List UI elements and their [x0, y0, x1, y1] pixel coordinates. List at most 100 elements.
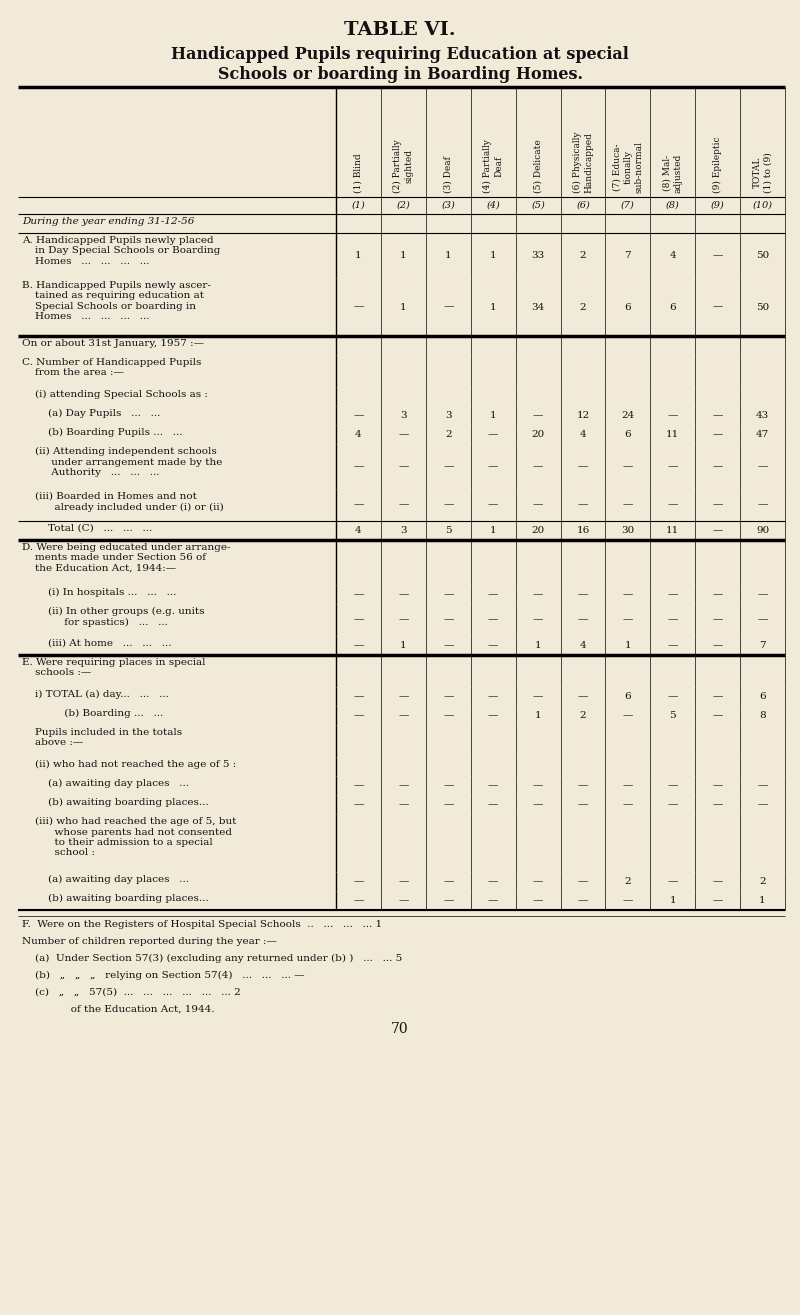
Text: —: — [354, 302, 364, 312]
Text: —: — [488, 711, 498, 721]
Text: —: — [443, 462, 454, 471]
Text: 1: 1 [625, 640, 631, 650]
Text: (5): (5) [531, 201, 545, 210]
Text: 1: 1 [400, 302, 406, 312]
Text: —: — [713, 640, 723, 650]
Text: 6: 6 [625, 302, 631, 312]
Text: 5: 5 [445, 526, 451, 535]
Text: (7) Educa-
tionally
sub-normal: (7) Educa- tionally sub-normal [612, 141, 643, 193]
Text: (9): (9) [710, 201, 725, 210]
Text: —: — [443, 896, 454, 905]
Text: —: — [622, 781, 633, 790]
Text: —: — [578, 877, 588, 886]
Text: —: — [578, 692, 588, 701]
Text: —: — [667, 781, 678, 790]
Text: —: — [443, 590, 454, 600]
Text: —: — [398, 590, 409, 600]
Text: 4: 4 [580, 640, 586, 650]
Text: (6): (6) [576, 201, 590, 210]
Text: 12: 12 [576, 412, 590, 419]
Text: —: — [667, 615, 678, 625]
Text: —: — [488, 590, 498, 600]
Text: i) TOTAL (a) day...   ...   ...: i) TOTAL (a) day... ... ... [22, 690, 169, 700]
Text: —: — [533, 692, 543, 701]
Text: —: — [488, 501, 498, 509]
Text: 8: 8 [759, 711, 766, 721]
Text: 6: 6 [670, 302, 676, 312]
Text: 2: 2 [580, 302, 586, 312]
Text: —: — [443, 711, 454, 721]
Text: —: — [667, 462, 678, 471]
Text: 34: 34 [531, 302, 545, 312]
Text: —: — [443, 692, 454, 701]
Text: —: — [758, 800, 768, 809]
Text: 1: 1 [670, 896, 676, 905]
Text: —: — [713, 692, 723, 701]
Text: —: — [533, 896, 543, 905]
Text: —: — [713, 711, 723, 721]
Text: —: — [354, 462, 364, 471]
Text: (c)   „   „   57(5)  ...   ...   ...   ...   ...   ... 2: (c) „ „ 57(5) ... ... ... ... ... ... 2 [22, 988, 241, 997]
Text: 7: 7 [759, 640, 766, 650]
Text: —: — [758, 615, 768, 625]
Text: 50: 50 [756, 251, 769, 260]
Text: (ii) Attending independent schools
         under arrangement made by the
      : (ii) Attending independent schools under… [22, 447, 222, 477]
Text: —: — [578, 590, 588, 600]
Text: 4: 4 [355, 526, 362, 535]
Text: (10): (10) [753, 201, 773, 210]
Text: E. Were requiring places in special
    schools :—: E. Were requiring places in special scho… [22, 658, 206, 677]
Text: —: — [488, 692, 498, 701]
Text: 3: 3 [400, 526, 406, 535]
Text: 1: 1 [534, 711, 542, 721]
Text: —: — [622, 800, 633, 809]
Text: —: — [622, 501, 633, 509]
Text: —: — [398, 781, 409, 790]
Text: —: — [488, 640, 498, 650]
Text: (1): (1) [351, 201, 366, 210]
Text: 1: 1 [490, 251, 497, 260]
Text: (b)   „   „   „   relying on Section 57(4)   ...   ...   ... —: (b) „ „ „ relying on Section 57(4) ... .… [22, 970, 305, 980]
Text: —: — [398, 615, 409, 625]
Text: —: — [443, 877, 454, 886]
Text: 70: 70 [391, 1022, 409, 1036]
Text: —: — [578, 615, 588, 625]
Text: —: — [533, 462, 543, 471]
Text: —: — [533, 590, 543, 600]
Text: (iii) At home   ...   ...   ...: (iii) At home ... ... ... [22, 639, 171, 648]
Text: —: — [533, 877, 543, 886]
Text: (b) Boarding Pupils ...   ...: (b) Boarding Pupils ... ... [22, 427, 182, 437]
Text: —: — [443, 640, 454, 650]
Text: —: — [713, 462, 723, 471]
Text: Pupils included in the totals
    above :—: Pupils included in the totals above :— [22, 729, 182, 747]
Text: (i) In hospitals ...   ...   ...: (i) In hospitals ... ... ... [22, 588, 176, 597]
Text: —: — [622, 711, 633, 721]
Text: —: — [713, 800, 723, 809]
Text: —: — [667, 877, 678, 886]
Text: 1: 1 [534, 640, 542, 650]
Text: —: — [622, 590, 633, 600]
Text: —: — [758, 501, 768, 509]
Text: —: — [533, 781, 543, 790]
Text: (b) Boarding ...   ...: (b) Boarding ... ... [22, 709, 163, 718]
Text: —: — [713, 501, 723, 509]
Text: (ii) In other groups (e.g. units
             for spastics)   ...   ...: (ii) In other groups (e.g. units for spa… [22, 608, 205, 627]
Text: —: — [667, 800, 678, 809]
Text: TABLE VI.: TABLE VI. [344, 21, 456, 39]
Text: —: — [354, 640, 364, 650]
Text: —: — [578, 501, 588, 509]
Text: —: — [443, 615, 454, 625]
Text: —: — [578, 800, 588, 809]
Text: —: — [354, 412, 364, 419]
Text: 20: 20 [531, 526, 545, 535]
Text: 11: 11 [666, 526, 679, 535]
Text: —: — [398, 896, 409, 905]
Text: 6: 6 [625, 692, 631, 701]
Text: 50: 50 [756, 302, 769, 312]
Text: —: — [398, 800, 409, 809]
Text: Schools or boarding in Boarding Homes.: Schools or boarding in Boarding Homes. [218, 66, 582, 83]
Text: —: — [488, 615, 498, 625]
Text: —: — [443, 302, 454, 312]
Text: —: — [354, 877, 364, 886]
Text: (4) Partially
Deaf: (4) Partially Deaf [483, 139, 503, 193]
Text: —: — [622, 896, 633, 905]
